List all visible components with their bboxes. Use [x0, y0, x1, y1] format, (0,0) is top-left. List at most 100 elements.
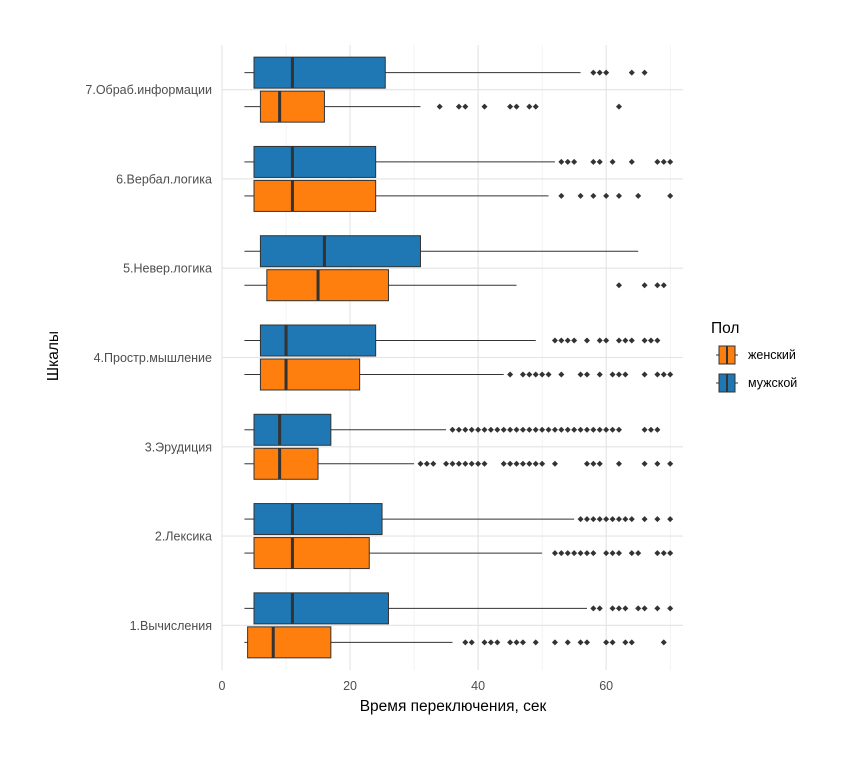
outlier-point: [603, 69, 610, 76]
outlier-point: [583, 337, 590, 344]
outlier-point: [622, 371, 629, 378]
iqr-box: [259, 90, 325, 123]
y-tick-label: 2.Лексика: [155, 530, 212, 544]
outlier-point: [654, 337, 661, 344]
legend-label: женский: [748, 348, 796, 362]
outlier-point: [615, 460, 622, 467]
outlier-point: [481, 639, 488, 646]
outlier-point: [513, 103, 520, 110]
outlier-point: [654, 605, 661, 612]
outlier-point: [449, 426, 456, 433]
outlier-point: [596, 69, 603, 76]
box-female-4: [244, 358, 504, 391]
outlier-point: [615, 337, 622, 344]
outlier-point: [641, 337, 648, 344]
outlier-point: [551, 550, 558, 557]
outlier-point: [654, 516, 661, 523]
outlier-point: [500, 460, 507, 467]
outlier-point: [443, 460, 450, 467]
outlier-point: [558, 192, 565, 199]
outlier-point: [481, 103, 488, 110]
outlier-point: [513, 426, 520, 433]
outlier-point: [494, 426, 501, 433]
box-male-6: [244, 503, 575, 536]
outlier-point: [583, 460, 590, 467]
iqr-box: [253, 56, 386, 89]
outlier-point: [590, 158, 597, 165]
outlier-point: [628, 337, 635, 344]
outlier-point: [609, 639, 616, 646]
iqr-box: [266, 269, 389, 302]
outlier-point: [577, 426, 584, 433]
outlier-point: [571, 426, 578, 433]
legend-title: Пол: [711, 320, 739, 337]
outlier-point: [654, 426, 661, 433]
x-tick-label: 20: [343, 679, 357, 693]
y-tick-label: 5.Невер.логика: [123, 262, 212, 276]
legend-label: мужской: [748, 376, 797, 390]
outlier-point: [513, 639, 520, 646]
y-tick-label: 7.Обраб.информации: [85, 83, 212, 97]
outlier-point: [564, 639, 571, 646]
y-axis-ticks: 7.Обраб.информации 6.Вербал.логика 5.Невер…: [85, 83, 212, 633]
y-axis-title: Шкалы: [45, 331, 62, 381]
outlier-point: [590, 516, 597, 523]
outlier-point: [654, 282, 661, 289]
iqr-box: [253, 145, 377, 178]
outlier-point: [635, 550, 642, 557]
outlier-point: [571, 337, 578, 344]
outlier-point: [468, 639, 475, 646]
outlier-point: [455, 426, 462, 433]
box-female-3: [244, 269, 517, 302]
outlier-point: [596, 516, 603, 523]
box-female-1: [244, 90, 421, 123]
outlier-point: [641, 426, 648, 433]
outlier-point: [628, 69, 635, 76]
outlier-point: [603, 192, 610, 199]
outlier-point: [564, 337, 571, 344]
outlier-point: [615, 516, 622, 523]
box-female-5: [244, 447, 415, 480]
legend-entries: женский мужской: [716, 345, 797, 393]
outlier-point: [532, 103, 539, 110]
outlier-point: [590, 426, 597, 433]
outlier-point: [628, 158, 635, 165]
outlier-point: [455, 460, 462, 467]
outlier-point: [596, 337, 603, 344]
outlier-point: [615, 426, 622, 433]
outlier-point: [571, 158, 578, 165]
outlier-point: [449, 460, 456, 467]
outlier-point: [487, 426, 494, 433]
outlier-point: [462, 639, 469, 646]
outlier-point: [654, 158, 661, 165]
outlier-point: [539, 460, 546, 467]
iqr-box: [247, 626, 332, 659]
outlier-point: [590, 192, 597, 199]
iqr-box: [253, 537, 370, 570]
outlier-point: [487, 639, 494, 646]
outlier-point: [615, 550, 622, 557]
outlier-point: [558, 550, 565, 557]
outlier-point: [628, 516, 635, 523]
outlier-point: [462, 460, 469, 467]
outlier-point: [539, 426, 546, 433]
outlier-point: [519, 460, 526, 467]
outlier-point: [641, 605, 648, 612]
outlier-point: [507, 371, 514, 378]
outlier-point: [603, 516, 610, 523]
legend: Пол женский мужской: [711, 320, 797, 393]
y-tick-label: 3.Эрудиция: [145, 440, 212, 454]
outlier-point: [545, 371, 552, 378]
outlier-point: [551, 639, 558, 646]
outlier-point: [526, 426, 533, 433]
box-male-2: [244, 145, 555, 178]
outlier-point: [430, 460, 437, 467]
outlier-point: [551, 460, 558, 467]
grid-lines: [221, 45, 683, 670]
outlier-point: [660, 282, 667, 289]
x-tick-label: 40: [471, 679, 485, 693]
outlier-point: [641, 516, 648, 523]
outlier-point: [526, 371, 533, 378]
outlier-point: [526, 460, 533, 467]
outlier-point: [513, 460, 520, 467]
